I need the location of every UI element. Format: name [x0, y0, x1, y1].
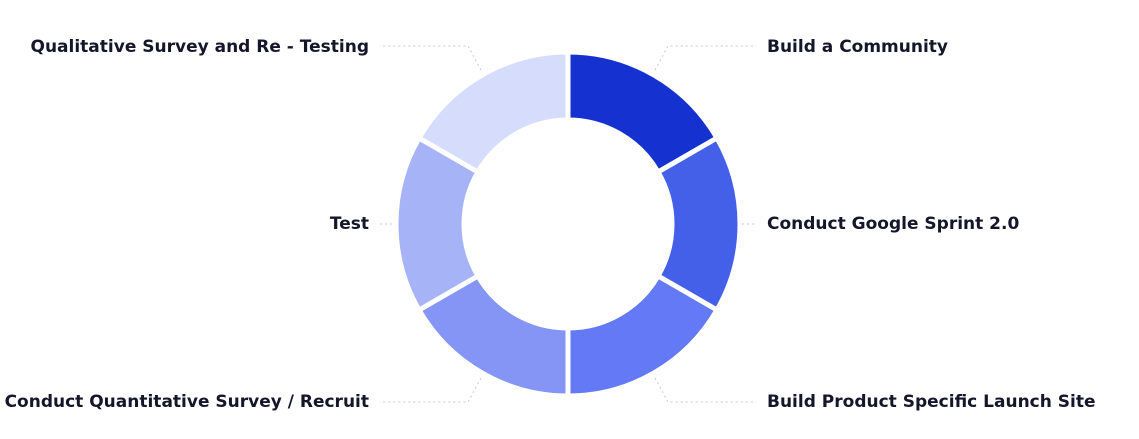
node-label: Test	[330, 214, 369, 234]
leader-line	[380, 45, 482, 71]
node-label: Build Product Specific Launch Site	[767, 392, 1096, 412]
segment	[416, 49, 571, 175]
node-label: Conduct Quantitative Survey / Recruit	[5, 392, 369, 412]
leader-line	[654, 377, 756, 403]
leader-line	[654, 45, 756, 71]
node-label: Conduct Google Sprint 2.0	[767, 214, 1019, 234]
node-label: Qualitative Survey and Re - Testing	[31, 37, 370, 57]
node-label: Build a Community	[767, 37, 948, 57]
leader-line	[380, 377, 482, 403]
